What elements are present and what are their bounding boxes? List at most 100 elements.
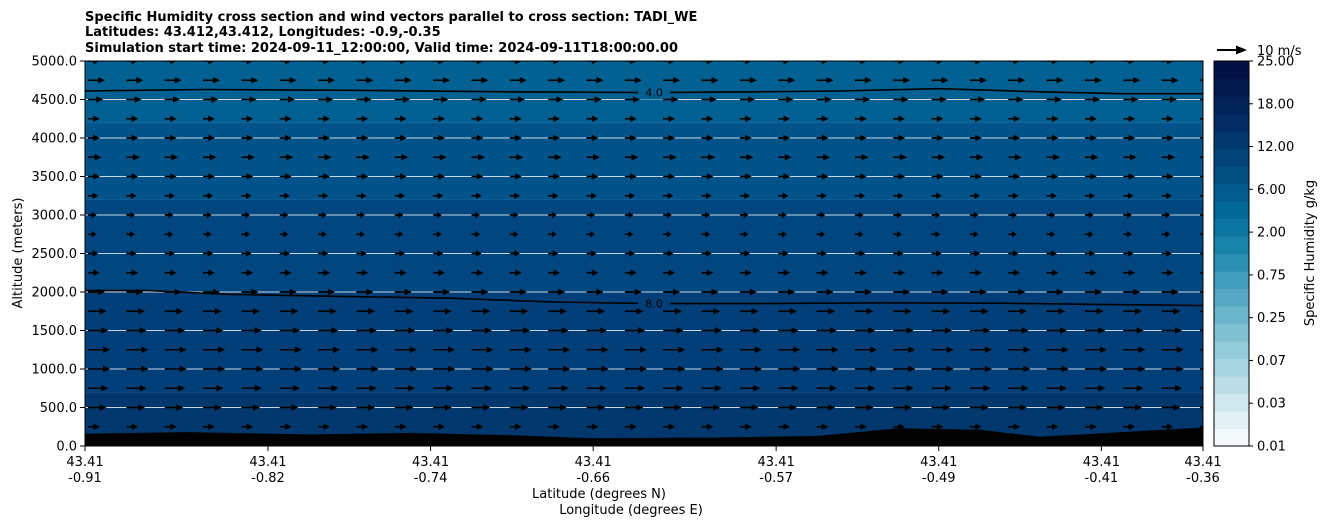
wind-vector (1161, 288, 1179, 296)
wind-vector (548, 154, 562, 161)
wind-vector (1161, 173, 1174, 180)
wind-vector (88, 115, 100, 122)
wind-vector (778, 346, 801, 353)
wind-vector (739, 327, 761, 334)
y-tick-label: 4500.0 (32, 93, 78, 108)
wind-vector (969, 308, 989, 315)
wind-vector (241, 269, 254, 276)
wind-vector (663, 288, 681, 296)
wind-vector (586, 211, 595, 219)
wind-vector (548, 288, 566, 296)
wind-vector (318, 192, 329, 199)
x-tick-label-lon: -0.57 (759, 471, 793, 486)
wind-vector (969, 327, 991, 334)
wind-vector (969, 423, 982, 430)
wind-vector (1008, 250, 1019, 257)
colorbar-segment (1214, 61, 1249, 80)
wind-vector (1200, 291, 1203, 293)
wind-vector (701, 365, 724, 373)
wind-vector (1046, 250, 1057, 257)
wind-vector (88, 346, 111, 353)
wind-vector (1084, 115, 1097, 122)
colorbar-tick-label: 0.07 (1257, 354, 1286, 369)
wind-vector (164, 385, 186, 392)
wind-vector (854, 365, 877, 373)
colorbar-segment (1214, 358, 1249, 377)
wind-vector (1046, 269, 1059, 276)
colorbar-tick-label: 0.25 (1257, 311, 1286, 326)
wind-vector (356, 77, 374, 84)
wind-vector (624, 423, 637, 430)
wind-vector (816, 385, 837, 392)
x-axis-label-longitude: Longitude (degrees E) (559, 503, 703, 518)
wind-vector (279, 61, 292, 65)
wind-vector (279, 288, 297, 296)
contour-label-1: 8.0 (645, 298, 663, 311)
x-tick-label-lat: 43.41 (920, 455, 957, 470)
wind-vector (88, 288, 105, 296)
wind-vector (394, 269, 407, 276)
wind-vector (509, 231, 519, 238)
wind-vector (816, 365, 839, 373)
wind-vector (241, 173, 254, 180)
wind-vector (893, 77, 911, 84)
wind-vector (663, 385, 684, 392)
wind-vector (739, 115, 752, 122)
wind-vector (1008, 173, 1021, 180)
wind-vector (816, 327, 837, 334)
y-tick-label: 5000.0 (32, 55, 78, 70)
wind-vector (893, 173, 906, 180)
wind-vector (126, 61, 139, 65)
wind-vector (624, 346, 647, 353)
wind-vector (931, 211, 941, 219)
wind-vector (1161, 308, 1181, 315)
wind-vector (394, 423, 407, 430)
wind-vector (854, 404, 874, 411)
wind-vector (126, 308, 146, 315)
wind-vector (1161, 77, 1179, 84)
wind-vector (241, 61, 254, 65)
wind-vector (1008, 423, 1021, 430)
wind-vector (778, 423, 791, 430)
wind-vector (1161, 134, 1174, 142)
wind-vector (1046, 154, 1061, 161)
wind-vector (624, 173, 637, 180)
wind-vector (931, 154, 946, 161)
wind-vector (969, 134, 982, 142)
wind-vector (778, 173, 791, 180)
wind-vector (854, 211, 864, 219)
wind-vector (356, 365, 379, 373)
wind-vector (816, 96, 832, 103)
wind-vector (739, 288, 757, 296)
wind-vector (1008, 134, 1021, 142)
wind-vector (1161, 154, 1176, 161)
wind-vector (1161, 192, 1172, 199)
wind-vector (164, 134, 177, 142)
wind-vector (471, 134, 484, 142)
colorbar-tick-label: 0.01 (1257, 440, 1286, 455)
wind-vector (1200, 156, 1203, 159)
wind-vector (1161, 385, 1183, 392)
wind-vector (893, 134, 906, 142)
wind-vector (471, 250, 482, 257)
wind-vector (816, 154, 831, 161)
wind-vector (1123, 211, 1132, 219)
wind-vector (126, 404, 146, 411)
wind-vector (739, 192, 751, 199)
chart-title-line-1: Specific Humidity cross section and wind… (85, 10, 697, 25)
wind-vector (586, 250, 597, 257)
wind-vector (356, 250, 367, 257)
wind-vector (394, 154, 409, 161)
wind-vector (433, 134, 446, 142)
wind-vector (433, 115, 446, 122)
colorbar-tick-label: 0.75 (1257, 268, 1286, 283)
wind-vector (586, 115, 599, 122)
wind-vector (126, 115, 139, 122)
wind-vector (854, 250, 866, 257)
wind-vector (701, 385, 722, 392)
wind-vector (241, 231, 250, 238)
wind-vector (586, 96, 602, 103)
wind-vector (1008, 365, 1031, 373)
wind-vector (241, 250, 252, 257)
wind-vector (356, 385, 377, 392)
